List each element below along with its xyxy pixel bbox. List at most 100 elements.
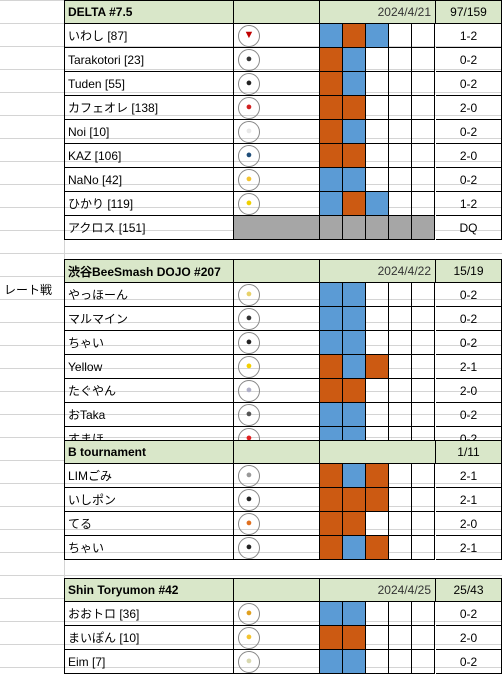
set-score[interactable]: 2-0	[436, 96, 502, 120]
character-cell[interactable]: ●	[234, 512, 320, 536]
character-cell[interactable]: ●	[234, 355, 320, 379]
game-result-1[interactable]	[320, 379, 343, 403]
game-result-4[interactable]	[389, 602, 412, 626]
game-result-4[interactable]	[389, 120, 412, 144]
character-cell[interactable]: ●	[234, 488, 320, 512]
game-result-1[interactable]	[320, 626, 343, 650]
set-score[interactable]: 2-0	[436, 512, 502, 536]
game-result-2[interactable]	[343, 331, 366, 355]
opponent-name[interactable]: まいぽん [10]	[64, 626, 234, 650]
game-result-2[interactable]	[343, 72, 366, 96]
game-result-4[interactable]	[389, 403, 412, 427]
character-cell[interactable]: ▼	[234, 24, 320, 48]
game-result-4[interactable]	[389, 168, 412, 192]
game-result-2[interactable]	[343, 403, 366, 427]
opponent-name[interactable]: いしポン	[64, 488, 234, 512]
set-score[interactable]: 0-2	[436, 72, 502, 96]
set-score[interactable]: 1-2	[436, 24, 502, 48]
set-score[interactable]: 2-1	[436, 355, 502, 379]
game-result-4[interactable]	[389, 512, 412, 536]
game-result-4[interactable]	[389, 536, 412, 560]
game-result-5[interactable]	[412, 536, 435, 560]
game-result-2[interactable]	[343, 307, 366, 331]
game-result-1[interactable]	[320, 283, 343, 307]
tournament-date[interactable]	[320, 440, 436, 464]
set-score[interactable]: 0-2	[436, 48, 502, 72]
character-cell[interactable]: ●	[234, 536, 320, 560]
character-cell[interactable]: ●	[234, 96, 320, 120]
game-result-2[interactable]	[343, 355, 366, 379]
character-cell[interactable]: ●	[234, 48, 320, 72]
game-result-2[interactable]	[343, 192, 366, 216]
set-score[interactable]: 2-0	[436, 379, 502, 403]
game-result-4[interactable]	[389, 488, 412, 512]
character-cell[interactable]: ●	[234, 307, 320, 331]
set-score[interactable]: 2-1	[436, 464, 502, 488]
game-result-2[interactable]	[343, 379, 366, 403]
opponent-name[interactable]: ちゃい	[64, 536, 234, 560]
character-cell[interactable]: ●	[234, 144, 320, 168]
opponent-name[interactable]: Tarakotori [23]	[64, 48, 234, 72]
opponent-name[interactable]: おおトロ [36]	[64, 602, 234, 626]
tournament-placing[interactable]: 25/43	[436, 578, 502, 602]
header-icon-cell[interactable]	[234, 440, 320, 464]
game-result-5[interactable]	[412, 144, 435, 168]
opponent-name[interactable]: アクロス [151]	[64, 216, 234, 240]
game-result-3[interactable]	[366, 331, 389, 355]
game-result-1[interactable]	[320, 536, 343, 560]
game-result-2[interactable]	[343, 283, 366, 307]
game-result-5[interactable]	[412, 283, 435, 307]
game-result-5[interactable]	[412, 403, 435, 427]
game-result-4[interactable]	[389, 283, 412, 307]
header-icon-cell[interactable]	[234, 578, 320, 602]
tournament-title[interactable]: Shin Toryumon #42	[64, 578, 234, 602]
character-cell[interactable]: ●	[234, 331, 320, 355]
game-result-3[interactable]	[366, 536, 389, 560]
game-result-3[interactable]	[366, 72, 389, 96]
game-result-2[interactable]	[343, 144, 366, 168]
game-result-5[interactable]	[412, 488, 435, 512]
game-result-5[interactable]	[412, 96, 435, 120]
game-result-5[interactable]	[412, 512, 435, 536]
game-result-5[interactable]	[412, 24, 435, 48]
game-result-5[interactable]	[412, 72, 435, 96]
game-result-4[interactable]	[389, 72, 412, 96]
game-result-1[interactable]	[320, 72, 343, 96]
game-result-2[interactable]	[343, 96, 366, 120]
character-cell[interactable]: ●	[234, 283, 320, 307]
game-result-3[interactable]	[366, 192, 389, 216]
game-result-3[interactable]	[366, 283, 389, 307]
character-cell[interactable]: ●	[234, 403, 320, 427]
game-result-2[interactable]	[343, 464, 366, 488]
character-cell[interactable]: ●	[234, 650, 320, 674]
game-result-4[interactable]	[389, 96, 412, 120]
game-result-4[interactable]	[389, 144, 412, 168]
opponent-name[interactable]: いわし [87]	[64, 24, 234, 48]
game-result-1[interactable]	[320, 216, 343, 240]
game-result-3[interactable]	[366, 120, 389, 144]
game-result-4[interactable]	[389, 464, 412, 488]
game-result-2[interactable]	[343, 120, 366, 144]
opponent-name[interactable]: てる	[64, 512, 234, 536]
opponent-name[interactable]: おTaka	[64, 403, 234, 427]
game-result-3[interactable]	[366, 24, 389, 48]
tournament-date[interactable]: 2024/4/21	[320, 0, 436, 24]
game-result-3[interactable]	[366, 168, 389, 192]
game-result-5[interactable]	[412, 331, 435, 355]
game-result-5[interactable]	[412, 307, 435, 331]
game-result-5[interactable]	[412, 120, 435, 144]
set-score[interactable]: DQ	[436, 216, 502, 240]
game-result-5[interactable]	[412, 168, 435, 192]
game-result-2[interactable]	[343, 536, 366, 560]
game-result-5[interactable]	[412, 626, 435, 650]
game-result-1[interactable]	[320, 650, 343, 674]
header-icon-cell[interactable]	[234, 259, 320, 283]
opponent-name[interactable]: たぐやん	[64, 379, 234, 403]
game-result-2[interactable]	[343, 488, 366, 512]
game-result-3[interactable]	[366, 379, 389, 403]
game-result-1[interactable]	[320, 192, 343, 216]
game-result-2[interactable]	[343, 48, 366, 72]
tournament-date[interactable]: 2024/4/22	[320, 259, 436, 283]
character-cell[interactable]: ●	[234, 379, 320, 403]
game-result-3[interactable]	[366, 403, 389, 427]
